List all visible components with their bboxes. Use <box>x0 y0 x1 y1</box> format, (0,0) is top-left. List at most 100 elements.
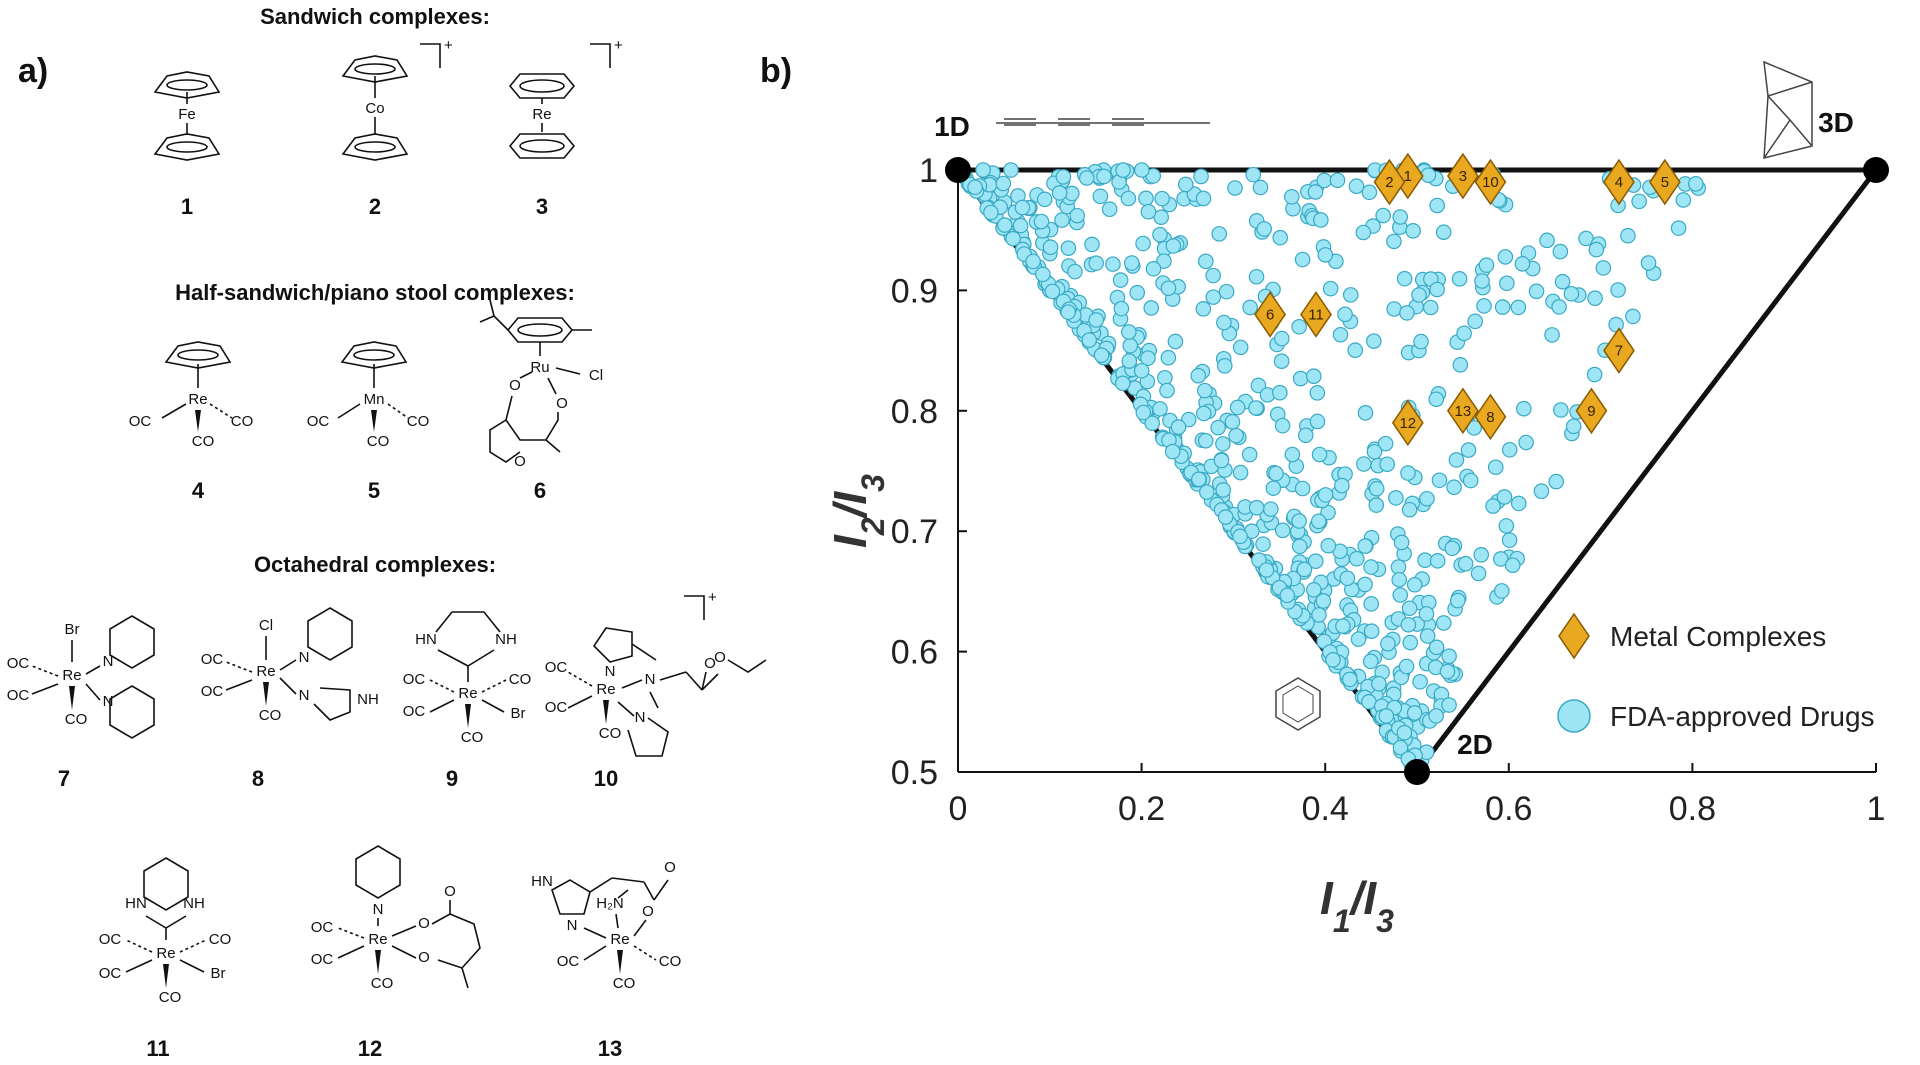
structure-9: HN NH Re OC CO OC Br CO <box>403 611 531 746</box>
svg-text:Cl: Cl <box>589 367 603 384</box>
drug-point <box>1143 300 1160 316</box>
drug-point <box>1439 663 1456 680</box>
cage-shape-icon <box>1763 60 1813 159</box>
svg-text:CO: CO <box>192 433 215 450</box>
drug-point <box>1339 570 1356 587</box>
drug-point <box>1123 255 1140 271</box>
drug-point <box>1563 285 1580 302</box>
drug-point <box>1396 724 1413 741</box>
svg-text:O: O <box>714 649 726 666</box>
drug-point <box>1608 316 1624 333</box>
drug-point <box>1497 249 1514 265</box>
drug-point <box>1428 708 1444 724</box>
drug-point <box>1325 652 1341 668</box>
drug-point <box>1284 188 1300 205</box>
svg-text:HN: HN <box>125 895 147 912</box>
drug-point <box>1036 191 1053 208</box>
svg-text:Re: Re <box>256 663 275 680</box>
drug-point <box>1514 256 1531 272</box>
drug-point <box>1675 192 1692 208</box>
triangle-scatter-chart: 0 0.2 0.4 0.6 0.8 1 0.5 0.6 0.7 0.8 0.9 1 I1/I3 I2/I3… <box>824 60 1889 939</box>
drug-point <box>1419 490 1435 507</box>
drug-point <box>1215 482 1232 498</box>
drug-point <box>1476 298 1492 314</box>
drug-point <box>1428 391 1445 408</box>
metal-complex-label: 4 <box>1615 174 1623 191</box>
drug-point <box>1265 480 1282 496</box>
panel-b-label: b) <box>760 52 792 90</box>
svg-text:N: N <box>103 653 114 670</box>
vertex-label-3d: 3D <box>1818 107 1854 138</box>
metal-complex-point <box>1254 291 1287 338</box>
drug-point <box>1401 600 1418 617</box>
svg-text:HN: HN <box>415 631 437 648</box>
drug-point <box>1088 312 1105 328</box>
drug-point <box>1114 375 1131 392</box>
svg-text:Fe: Fe <box>178 106 196 123</box>
drug-point <box>1291 538 1308 555</box>
svg-text:Re: Re <box>62 667 81 684</box>
drug-point <box>1241 446 1258 463</box>
structure-4: Re OC CO CO <box>129 341 253 450</box>
drug-point <box>1003 162 1019 178</box>
drug-point <box>1357 538 1373 554</box>
drug-point <box>1245 166 1262 183</box>
drug-point <box>1069 207 1086 224</box>
drug-point <box>1392 587 1409 603</box>
metal-complex-label: 12 <box>1399 415 1416 432</box>
drug-point <box>1215 436 1231 452</box>
vertex-label-1d: 1D <box>934 111 970 142</box>
svg-text:Co: Co <box>365 100 384 117</box>
drug-point <box>1595 260 1612 276</box>
svg-text:N: N <box>299 687 310 704</box>
drug-point <box>1485 498 1501 514</box>
drug-point <box>1393 534 1410 551</box>
drug-point <box>1157 369 1173 386</box>
drug-point <box>1396 270 1413 287</box>
drug-point <box>1081 332 1098 348</box>
drug-point <box>1279 587 1296 604</box>
drug-point <box>983 204 999 221</box>
drug-point <box>1610 282 1626 298</box>
drug-point <box>1322 280 1339 297</box>
y-tick-label: 0.6 <box>891 634 938 672</box>
drug-point <box>1248 499 1265 516</box>
drug-point <box>1042 239 1059 256</box>
drug-point <box>1386 233 1402 250</box>
structure-5: Mn OC CO CO <box>307 341 429 450</box>
svg-text:Cl: Cl <box>259 617 273 634</box>
x-tick-label: 1 <box>1867 790 1886 828</box>
section-title-octahedral: Octahedral complexes: <box>254 552 496 577</box>
svg-text:O: O <box>704 655 716 672</box>
drug-point <box>1400 616 1417 633</box>
drug-point <box>1309 385 1326 401</box>
drug-point <box>1101 201 1118 218</box>
structure-2: Co + <box>342 37 453 161</box>
drug-point <box>1478 257 1495 273</box>
drug-point <box>1165 238 1182 254</box>
svg-text:Re: Re <box>458 685 477 702</box>
drug-point <box>1156 253 1172 269</box>
drug-point <box>1429 281 1445 298</box>
drug-point <box>1256 221 1272 237</box>
drug-point <box>1177 176 1194 193</box>
vertex-2d <box>1404 759 1430 785</box>
drug-point <box>1012 217 1029 234</box>
drug-point <box>1210 419 1226 436</box>
drug-point <box>1167 333 1184 350</box>
compound-number-4: 4 <box>192 478 205 503</box>
drug-point <box>1272 229 1289 246</box>
drug-point <box>1140 350 1156 366</box>
svg-text:NH: NH <box>357 691 379 708</box>
metal-complex-label: 11 <box>1308 306 1324 323</box>
drug-point <box>1551 299 1567 315</box>
drug-point <box>1232 339 1249 356</box>
drug-point <box>1368 497 1385 513</box>
drug-point <box>1051 185 1068 201</box>
drug-point <box>1470 565 1487 582</box>
svg-text:Re: Re <box>188 391 207 408</box>
drug-point <box>1588 241 1605 258</box>
drug-point <box>1335 618 1351 634</box>
drug-point <box>1262 501 1279 517</box>
